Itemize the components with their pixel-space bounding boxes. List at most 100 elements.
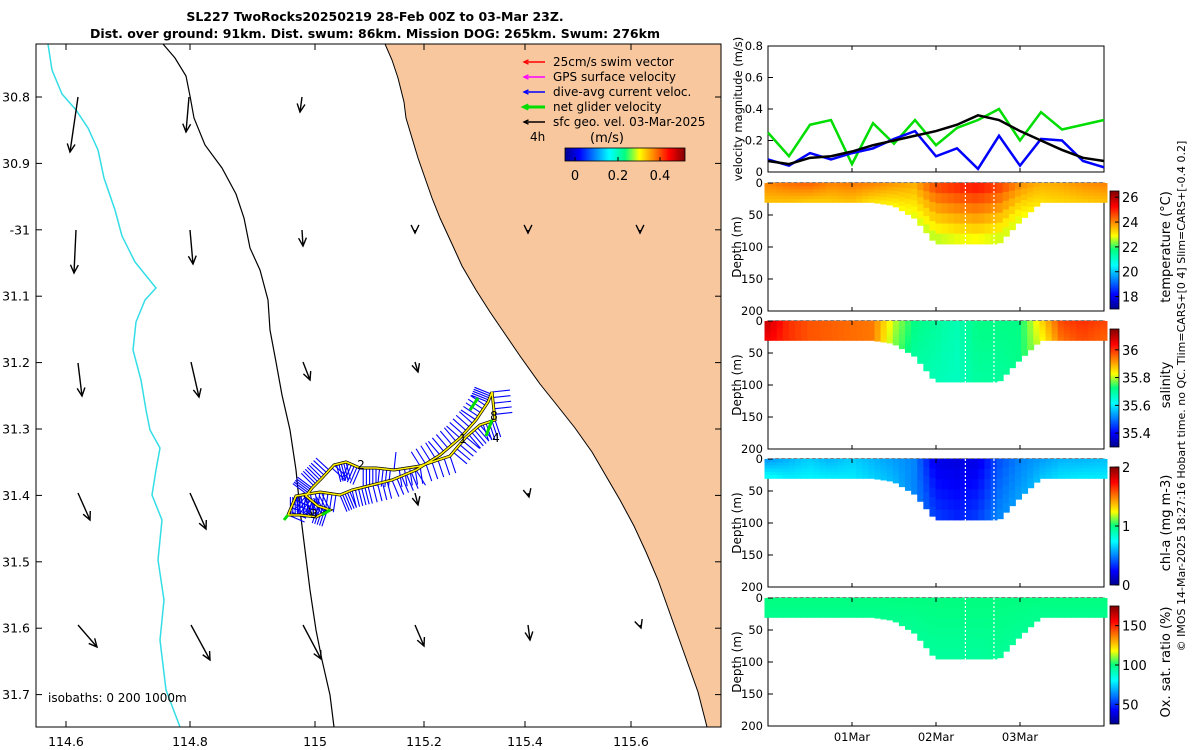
oxygen-cell — [984, 648, 992, 660]
temperature-cell — [923, 207, 931, 217]
oxygen-cell — [782, 610, 790, 615]
oxygen-cell — [947, 648, 955, 660]
salinity-cell — [1008, 359, 1016, 369]
temperature-cell — [1063, 192, 1071, 197]
chl-a-surface-sample — [820, 458, 825, 463]
temperature-cell — [880, 189, 888, 195]
chl-a-cell — [984, 469, 992, 480]
salinity-cell — [874, 327, 882, 332]
temperature-cell — [776, 189, 784, 194]
velocity-series-line — [767, 107, 1105, 167]
salinity-cell — [1057, 330, 1065, 335]
temperature-cell — [947, 213, 955, 225]
temperature-cell — [782, 192, 790, 197]
map-xtick-label: 115.6 — [613, 734, 649, 749]
salinity-cell — [886, 328, 894, 333]
dive-avg-vector — [364, 486, 370, 505]
temperature-cell — [1088, 189, 1096, 194]
chl-a-surface-sample — [1016, 458, 1021, 463]
chl-a-cell — [1021, 470, 1029, 477]
sfc-geo-arrow — [182, 96, 192, 134]
salinity-cell — [1069, 337, 1077, 341]
oxygen-cell — [905, 624, 913, 630]
salinity-ytick-label: 150 — [741, 410, 763, 424]
salinity-cell — [996, 350, 1004, 362]
chl-a-cell — [1051, 462, 1059, 466]
chl-a-cell — [947, 459, 955, 470]
salinity-colorbar-tick: 35.4 — [1122, 427, 1151, 442]
chl-a-cell — [911, 482, 919, 489]
salinity-cell — [813, 337, 821, 341]
chl-a-cell — [1094, 468, 1102, 473]
chl-a-cell — [1008, 459, 1016, 468]
temperature-cell — [886, 201, 894, 206]
temperature-surface-sample — [906, 182, 911, 187]
dive-avg-vector — [494, 419, 502, 438]
salinity-cell — [1069, 327, 1077, 332]
oxygen-cell — [1082, 604, 1090, 609]
chl-a-cell — [1033, 478, 1041, 483]
oxygen-cell — [819, 614, 827, 618]
isobath-1000m — [47, 44, 181, 727]
salinity-cell — [1039, 333, 1047, 338]
temperature-surface-sample — [1010, 182, 1015, 187]
temperature-surface-sample — [924, 182, 929, 187]
temperature-cell — [941, 193, 949, 204]
legend-item-label: sfc geo. vel. 03-Mar-2025 — [553, 115, 705, 129]
salinity-cell — [947, 331, 955, 342]
dive-avg-vector — [298, 499, 312, 515]
salinity-cell — [929, 340, 937, 351]
temperature-surface-sample — [894, 182, 899, 187]
chl-a-cell — [776, 475, 784, 479]
chl-a-cell — [898, 472, 906, 478]
temperature-cell — [898, 192, 906, 198]
chl-a-surface-sample — [937, 458, 942, 463]
chl-a-cell — [1051, 475, 1059, 479]
dive-avg-vector — [479, 424, 493, 440]
oxygen-cell — [801, 604, 809, 609]
chl-a-cell — [776, 471, 784, 476]
salinity-ylabel: Depth (m) — [730, 354, 744, 415]
chl-a-cell — [1082, 465, 1090, 470]
salinity-cell — [1039, 337, 1047, 341]
dive-avg-vector — [471, 392, 490, 401]
oxygen-cell — [1082, 601, 1090, 605]
chl-a-surface-sample — [1040, 458, 1045, 463]
sfc-geo-arrow — [190, 361, 202, 399]
chl-a-cell — [825, 471, 833, 476]
salinity-cell — [831, 327, 839, 332]
temperature-surface-sample — [1040, 182, 1045, 187]
temperature-cell — [819, 186, 827, 190]
chl-a-cell — [1039, 471, 1047, 476]
oxygen-surface-sample — [937, 597, 942, 602]
sfc-geo-arrow — [411, 492, 421, 507]
salinity-cell — [1088, 333, 1096, 338]
chl-a-cell — [1094, 465, 1102, 470]
salinity-cell — [776, 324, 784, 328]
temperature-cell — [862, 192, 870, 197]
chl-a-cell — [1045, 471, 1053, 476]
oxygen-cell — [1100, 614, 1108, 618]
salinity-cell — [801, 333, 809, 338]
temperature-cell — [874, 192, 882, 197]
salinity-cell — [959, 361, 967, 373]
oxygen-cell — [1045, 601, 1053, 605]
oxygen-cell — [1069, 610, 1077, 615]
salinity-surface-sample — [924, 320, 929, 325]
chl-a-surface-sample — [833, 458, 838, 463]
oxygen-cell — [831, 614, 839, 618]
temperature-cell — [764, 192, 772, 197]
chl-a-cell — [788, 465, 796, 470]
oxygen-cell — [947, 628, 955, 640]
oxygen-cell — [868, 604, 876, 609]
velocity-ytick-label: 0.2 — [745, 134, 763, 148]
temperature-cell — [911, 188, 919, 196]
chl-a-cell — [874, 468, 882, 473]
temperature-cell — [764, 199, 772, 203]
temperature-cell — [892, 198, 900, 204]
salinity-surface-sample — [1028, 320, 1033, 325]
salinity-cell — [984, 361, 992, 373]
temperature-cell — [813, 186, 821, 190]
